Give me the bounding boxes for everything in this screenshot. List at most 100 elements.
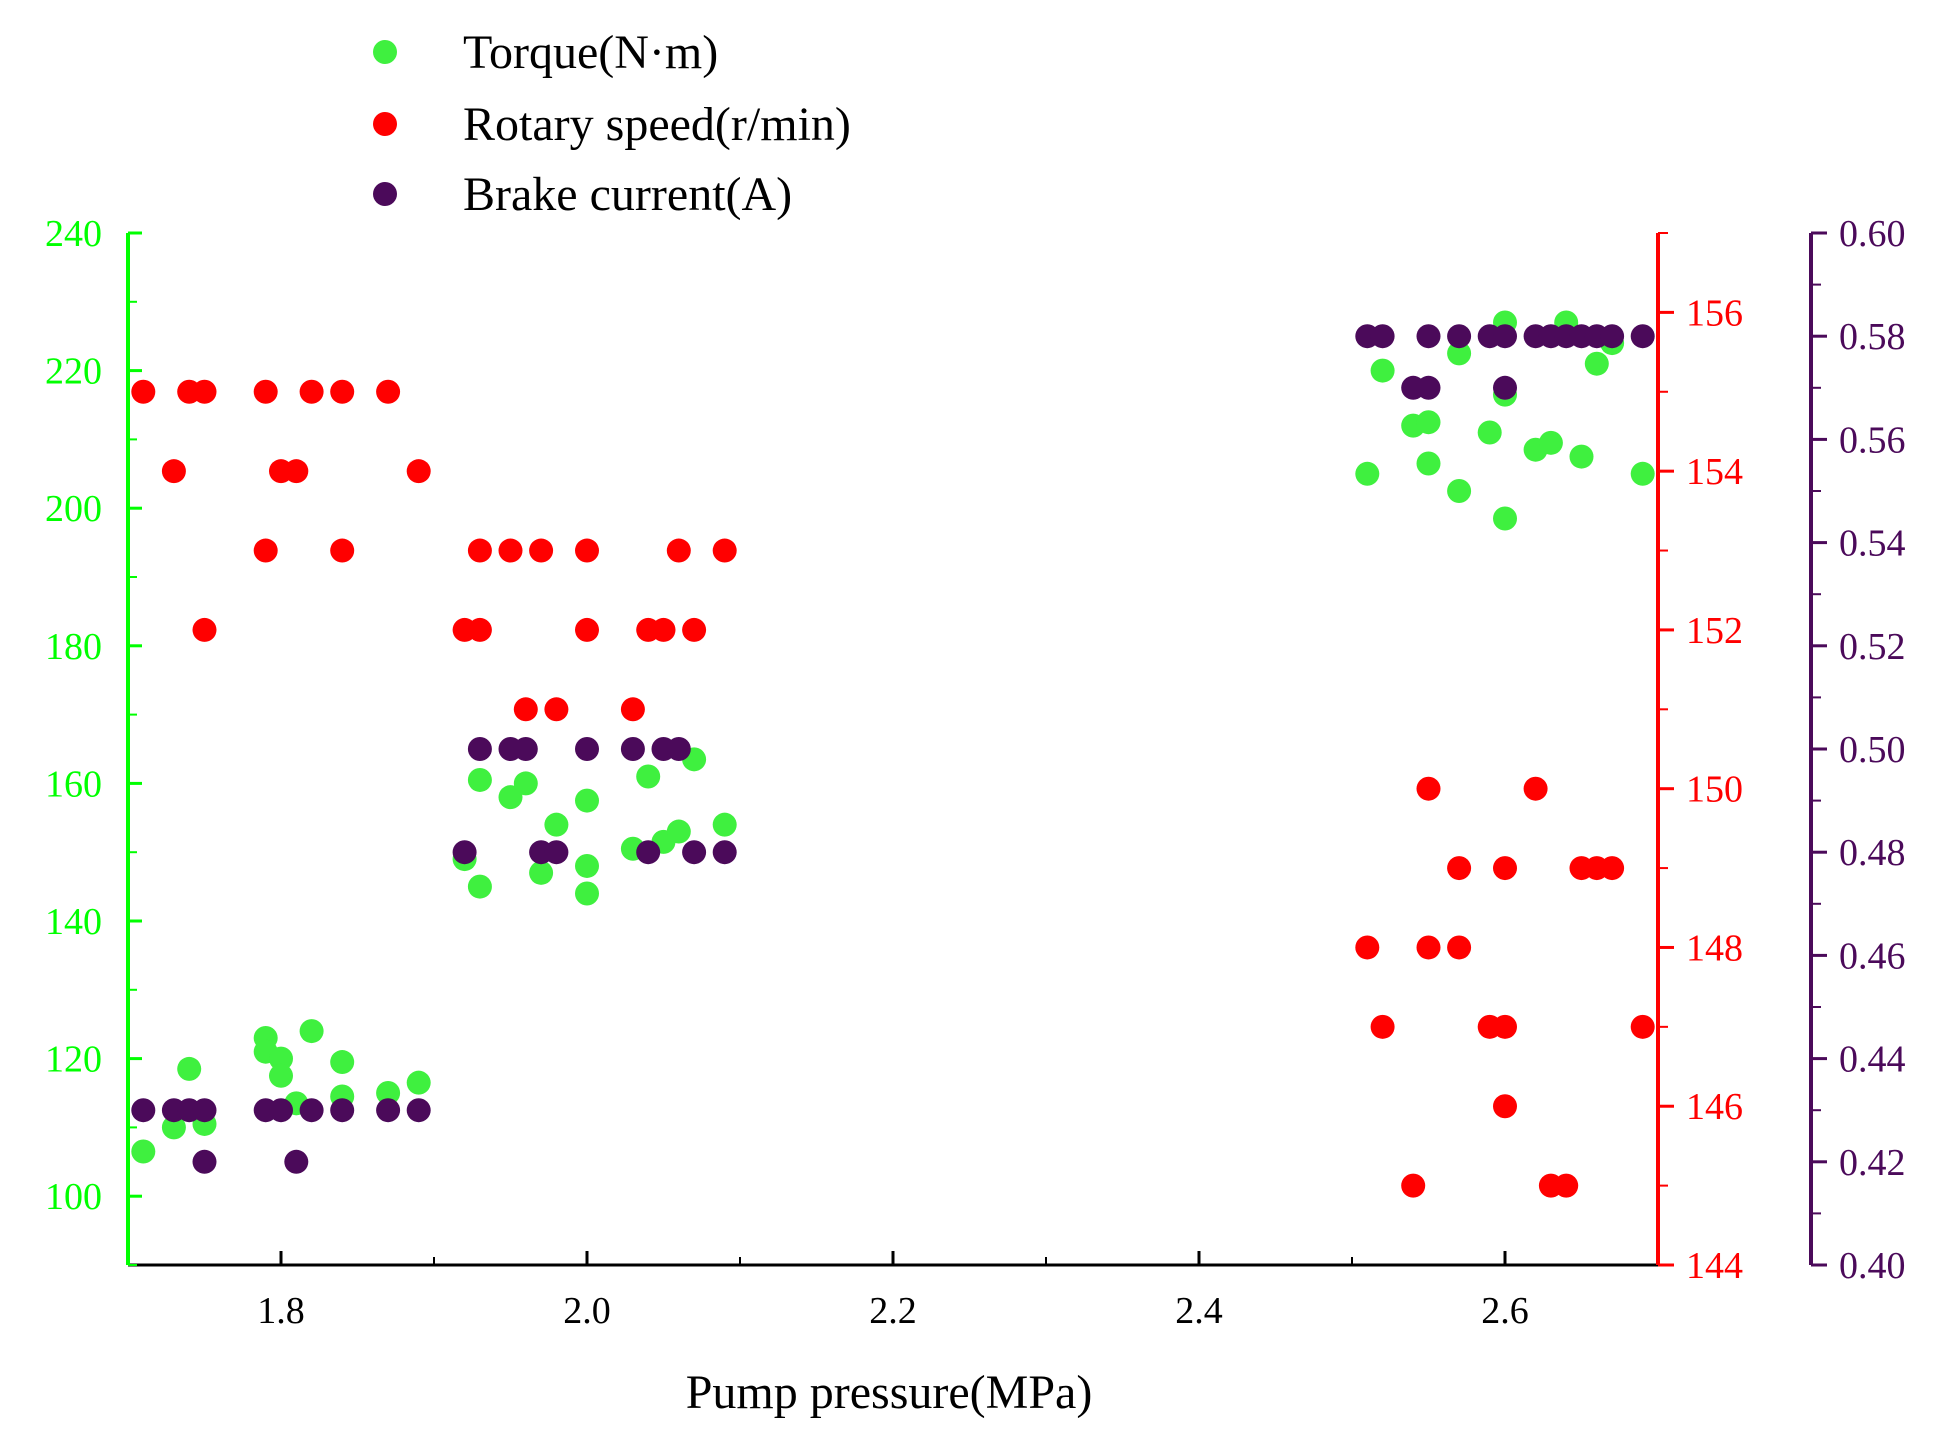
- x-tick-label: 2.0: [563, 1290, 611, 1332]
- speed-point: [1493, 1014, 1517, 1039]
- torque-point: [1416, 451, 1441, 476]
- current-point: [1416, 324, 1441, 349]
- torque-point: [269, 1046, 293, 1071]
- speed-point: [651, 617, 676, 642]
- speed-point: [330, 538, 355, 563]
- speed-point: [253, 379, 278, 404]
- speed-point: [161, 459, 186, 484]
- torque-tick-label: 180: [45, 626, 102, 668]
- current-point: [666, 737, 691, 761]
- current-point: [636, 840, 661, 865]
- current-point: [1447, 324, 1472, 349]
- torque-point: [1538, 430, 1563, 455]
- speed-tick-label: 150: [1686, 769, 1743, 811]
- x-tick-label: 2.2: [869, 1290, 917, 1332]
- speed-point: [131, 379, 156, 404]
- torque-point: [1630, 461, 1655, 486]
- current-point: [620, 737, 645, 761]
- current-tick-label: 0.50: [1839, 729, 1906, 771]
- speed-tick-label: 154: [1686, 451, 1743, 493]
- current-tick-label: 0.58: [1839, 316, 1906, 358]
- current-tick-label: 0.44: [1839, 1039, 1906, 1081]
- torque-point: [376, 1081, 401, 1105]
- current-point: [299, 1098, 324, 1123]
- current-point: [575, 737, 599, 761]
- x-tick-label: 2.4: [1175, 1290, 1223, 1332]
- current-tick-label: 0.52: [1839, 626, 1906, 668]
- torque-point: [544, 812, 569, 837]
- speed-point: [330, 379, 355, 404]
- torque-point: [712, 812, 737, 837]
- torque-point: [161, 1115, 186, 1140]
- current-point: [376, 1098, 401, 1123]
- speed-point: [529, 538, 554, 563]
- current-point: [452, 840, 477, 865]
- speed-point: [1630, 1014, 1655, 1039]
- current-point: [712, 840, 737, 865]
- speed-point: [284, 459, 309, 484]
- legend-label-current: Brake current(A): [463, 168, 792, 221]
- speed-point: [192, 379, 217, 404]
- speed-point: [682, 617, 707, 642]
- current-tick-label: 0.40: [1839, 1245, 1906, 1287]
- speed-tick-label: 146: [1686, 1086, 1743, 1128]
- torque-point: [131, 1139, 156, 1164]
- speed-point: [1447, 935, 1472, 960]
- speed-point: [1355, 935, 1380, 960]
- torque-tick-label: 220: [45, 351, 102, 393]
- x-axis-title: Pump pressure(MPa): [686, 1366, 1093, 1419]
- x-tick-label: 1.8: [257, 1290, 305, 1332]
- speed-point: [1493, 1094, 1517, 1119]
- torque-tick-label: 140: [45, 901, 102, 943]
- torque-point: [575, 853, 599, 878]
- torque-point: [269, 1063, 293, 1088]
- legend-label-speed: Rotary speed(r/min): [463, 98, 851, 151]
- torque-point: [1370, 358, 1395, 383]
- points-layer: [131, 310, 1655, 1198]
- current-point: [1370, 324, 1395, 349]
- current-tick-label: 0.42: [1839, 1142, 1906, 1184]
- speed-point: [620, 697, 645, 722]
- torque-point: [513, 771, 538, 796]
- torque-point: [1493, 506, 1517, 531]
- torque-point: [1569, 444, 1594, 469]
- legend-label-torque: Torque(N·m): [463, 26, 718, 79]
- current-point: [192, 1149, 217, 1174]
- current-tick-label: 0.54: [1839, 523, 1906, 565]
- torque-point: [529, 860, 554, 885]
- torque-point: [1416, 410, 1441, 435]
- current-tick-label: 0.60: [1839, 213, 1906, 255]
- current-point: [269, 1098, 293, 1123]
- speed-point: [253, 538, 278, 563]
- speed-point: [575, 617, 599, 642]
- legend-marker-speed: [373, 112, 397, 136]
- torque-point: [467, 874, 492, 899]
- axes-layer: 1.8 2.0 2.2 2.4 2.6 100 120 140 160 180 200 220 240 1…: [45, 213, 1906, 1332]
- torque-point: [636, 764, 661, 789]
- current-point: [284, 1149, 309, 1174]
- torque-tick-label: 160: [45, 763, 102, 805]
- current-point: [192, 1098, 217, 1123]
- current-point: [406, 1098, 431, 1123]
- torque-tick-label: 200: [45, 488, 102, 530]
- speed-point: [1493, 856, 1517, 881]
- torque-point: [1447, 341, 1472, 366]
- speed-point: [1554, 1173, 1579, 1198]
- torque-point: [1584, 351, 1609, 376]
- current-point: [1493, 375, 1517, 400]
- speed-point: [1600, 856, 1625, 881]
- legend-marker-current: [373, 182, 397, 206]
- torque-point: [299, 1019, 324, 1044]
- torque-point: [467, 767, 492, 792]
- current-point: [131, 1098, 156, 1123]
- current-point: [513, 737, 538, 761]
- current-point: [330, 1098, 355, 1123]
- speed-point: [1523, 776, 1548, 801]
- torque-tick-label: 120: [45, 1039, 102, 1081]
- speed-point: [712, 538, 737, 563]
- torque-point: [330, 1050, 355, 1075]
- speed-tick-label: 152: [1686, 610, 1743, 652]
- torque-point: [406, 1070, 431, 1095]
- torque-point: [1355, 461, 1380, 486]
